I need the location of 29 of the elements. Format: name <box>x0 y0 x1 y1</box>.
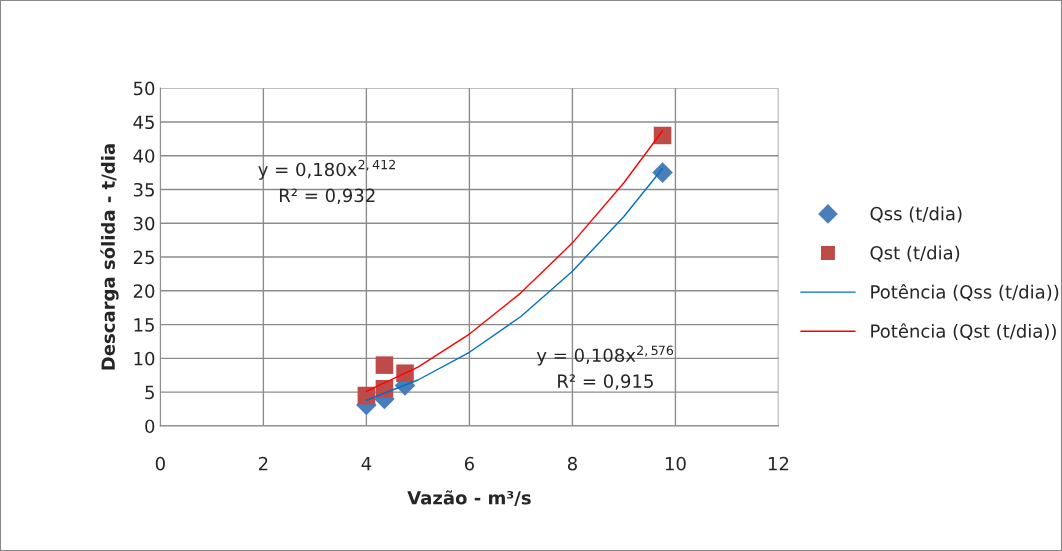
x-tick-label: 2 <box>258 456 268 471</box>
y-tick-label: 45 <box>133 115 154 130</box>
point <box>375 356 394 374</box>
legend-label: Qss (t/dia) <box>870 206 962 223</box>
text: y = 0,180x$^{2,412}$ R² = 0,932 <box>258 159 395 205</box>
legend-label: Potência (Qss (t/dia)) <box>871 284 1059 301</box>
x-tick-label: 4 <box>361 457 372 471</box>
x-tick-label: 0 <box>155 456 165 471</box>
legend-label: Potência (Qst (t/dia)) <box>871 323 1056 340</box>
y-tick-label: 35 <box>133 182 154 197</box>
y-tick-label: 30 <box>133 216 155 231</box>
x-axis-title: Vazão - m³/s <box>407 490 531 507</box>
x-tick-label: 8 <box>567 456 577 471</box>
point <box>652 162 673 183</box>
y-tick-label: 0 <box>145 419 155 434</box>
x-tick-label: 12 <box>768 456 789 471</box>
point <box>396 364 414 383</box>
x-tick-label: 10 <box>665 456 686 471</box>
y-tick-label: 50 <box>133 81 155 96</box>
y-tick-label: 5 <box>145 385 154 400</box>
y-tick-label: 40 <box>133 149 155 163</box>
legend-label: Qst (t/dia) <box>870 245 960 262</box>
text: y = 0,108x$^{2,576}$ R² = 0,915 <box>536 345 674 390</box>
y-tick-label: 25 <box>133 250 154 265</box>
y-axis-title: Descarga sólida - t/dia <box>100 144 119 370</box>
x-tick-label: 6 <box>464 456 475 471</box>
y-tick-label: 15 <box>134 318 154 332</box>
y-tick-label: 10 <box>134 351 155 366</box>
y-tick-label: 20 <box>133 284 155 298</box>
